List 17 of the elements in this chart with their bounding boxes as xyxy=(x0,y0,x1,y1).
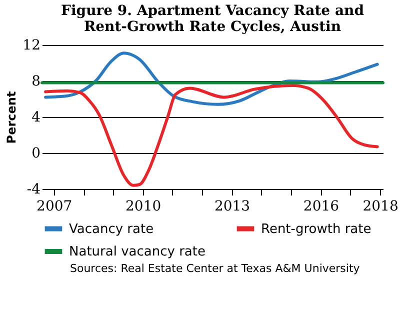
legend-label: Vacancy rate xyxy=(69,222,154,237)
line-series xyxy=(44,84,379,187)
y-tick-label: 8 xyxy=(32,74,40,90)
chart-title: Figure 9. Apartment Vacancy Rate and Rent-Growth Rate Cycles, Austin xyxy=(61,3,364,35)
x-tick-label: 2010 xyxy=(125,198,162,214)
legend-label: Natural vacancy rate xyxy=(69,244,206,260)
y-tick-label: 12 xyxy=(22,38,40,54)
source-note: Sources: Real Estate Center at Texas A&M University xyxy=(70,262,361,275)
x-tick-label: 2018 xyxy=(362,198,398,214)
y-tick-label: 4 xyxy=(32,110,41,126)
y-tick-label: 0 xyxy=(32,146,40,162)
y-axis-title: Percent xyxy=(4,91,19,144)
x-tick-label: 2016 xyxy=(303,198,340,214)
y-tick-label: -4 xyxy=(26,182,41,198)
x-tick-label: 2007 xyxy=(36,198,72,214)
x-tick-label: 2013 xyxy=(214,198,250,214)
legend-label: Rent-growth rate xyxy=(261,222,372,237)
